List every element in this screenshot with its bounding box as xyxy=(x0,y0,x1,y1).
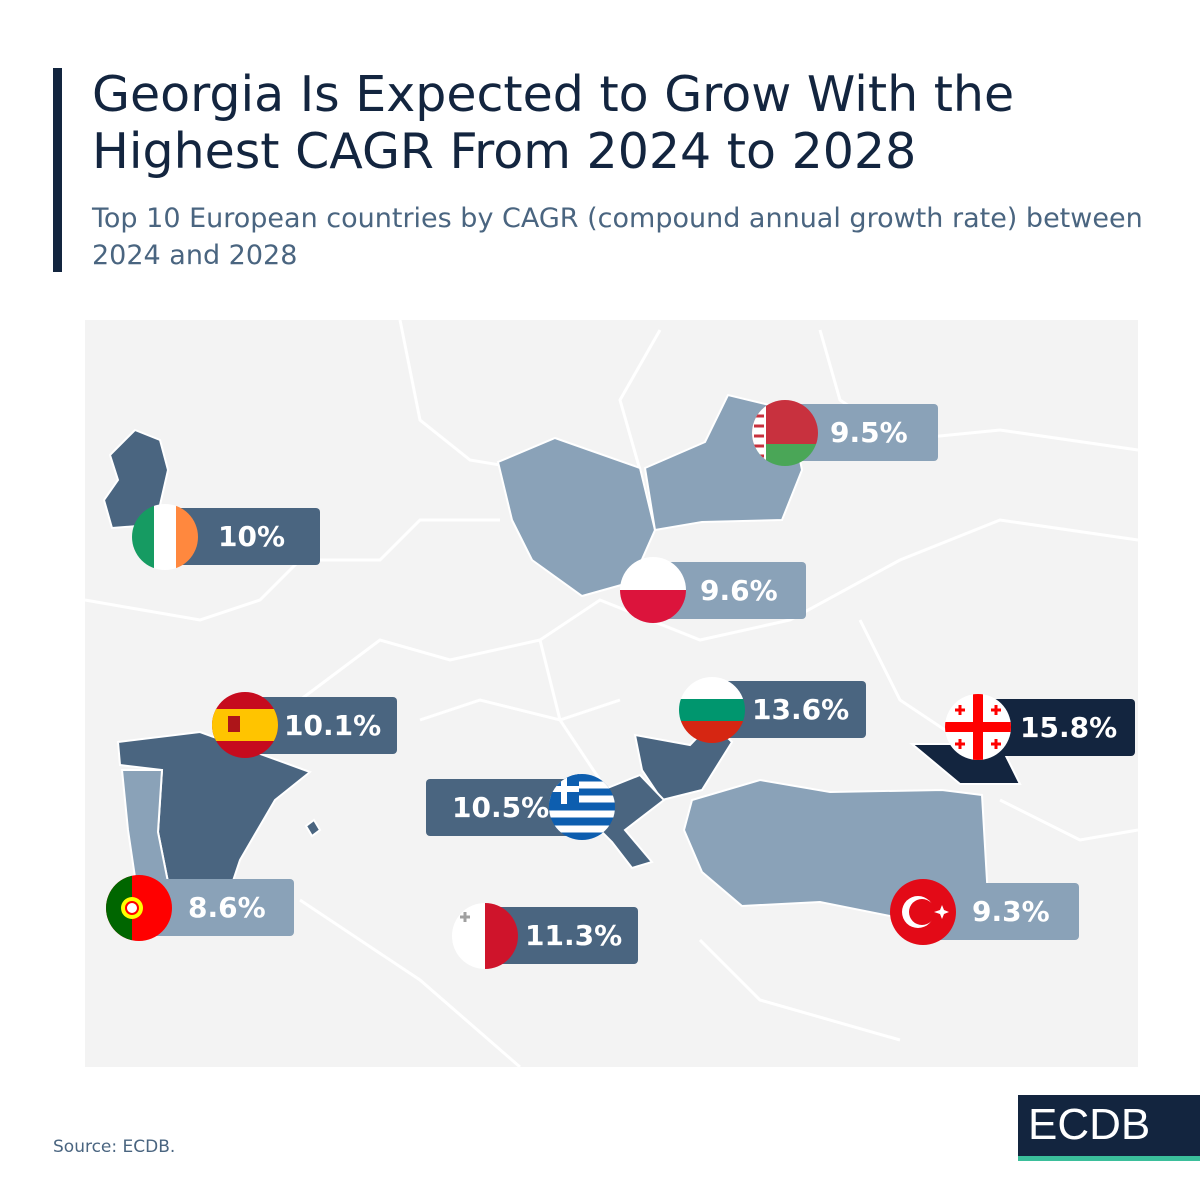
poland-flag-icon xyxy=(620,557,686,623)
label-spain: 10.1% xyxy=(240,697,397,754)
accent-bar xyxy=(53,68,62,272)
bulgaria-flag-icon xyxy=(679,677,745,743)
value: 10.5% xyxy=(452,791,550,824)
ecdb-logo: ECDB xyxy=(1018,1095,1200,1161)
value: 9.3% xyxy=(972,895,1050,928)
country-malta xyxy=(304,818,322,838)
ireland-flag-icon xyxy=(132,504,198,570)
value: 10% xyxy=(218,520,286,553)
greece-flag-icon xyxy=(549,774,615,840)
portugal-flag-icon xyxy=(106,875,172,941)
source-note: Source: ECDB. xyxy=(53,1137,176,1157)
turkey-flag-icon xyxy=(890,879,956,945)
value: 11.3% xyxy=(525,919,623,952)
belarus-flag-icon xyxy=(752,400,818,466)
value: 15.8% xyxy=(1020,711,1118,744)
value: 9.6% xyxy=(700,574,778,607)
page-subtitle: Top 10 European countries by CAGR (compo… xyxy=(92,203,1143,271)
value: 9.5% xyxy=(830,416,908,449)
spain-flag-icon xyxy=(212,692,278,758)
value: 13.6% xyxy=(752,693,850,726)
value: 10.1% xyxy=(284,709,382,742)
value: 8.6% xyxy=(188,891,266,924)
georgia-flag-icon xyxy=(945,694,1011,760)
page-title: Georgia Is Expected to Grow With the Hig… xyxy=(92,66,1015,180)
malta-flag-icon xyxy=(452,903,518,969)
